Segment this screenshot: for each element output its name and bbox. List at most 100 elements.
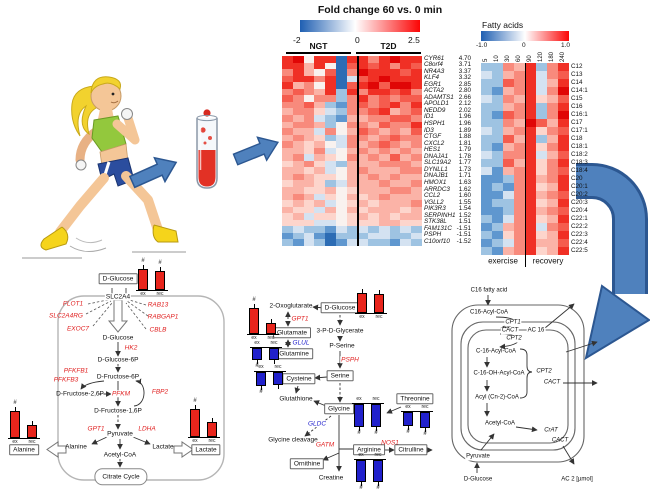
heatmap-cell xyxy=(411,141,423,149)
heatmap-cell xyxy=(411,101,423,109)
significance-hash: # xyxy=(359,485,363,491)
heatmap-cell xyxy=(411,108,423,116)
heatmap-cell xyxy=(514,87,526,96)
gene-hk2: HK2 xyxy=(123,344,139,352)
chart-bar-label: rec xyxy=(274,364,282,370)
heatmap-cell xyxy=(303,206,315,214)
heatmap-cell xyxy=(357,232,369,240)
heatmap-cell xyxy=(558,199,570,208)
heatmap-cell xyxy=(314,95,326,103)
heatmap-cell xyxy=(558,231,570,240)
gene-label-row: HES1 1.79 xyxy=(424,146,471,153)
heatmap-cell xyxy=(303,82,315,90)
heatmap-cell xyxy=(400,82,412,90)
chart-bar-label: rec xyxy=(372,396,380,402)
heatmap-cell xyxy=(411,180,423,188)
chart-oxoglutarate: ex # rec xyxy=(247,296,279,342)
heatmap-cell xyxy=(346,82,358,90)
chart-baseline xyxy=(401,411,433,412)
heatmap-cell xyxy=(481,167,493,176)
heatmap-cell xyxy=(378,141,391,149)
heatmap-cell xyxy=(368,154,380,162)
chart-error-bar xyxy=(257,360,258,364)
heatmap-cell xyxy=(335,219,347,227)
chart-bar-label: rec xyxy=(270,340,278,346)
heatmap-cell xyxy=(303,180,315,188)
chart-error-bar xyxy=(15,407,16,411)
heatmap-cell xyxy=(368,101,380,109)
gene-pfkfb1: PFKFB1 xyxy=(63,367,89,375)
heatmap-cell xyxy=(378,232,391,240)
heatmap-cell xyxy=(335,101,347,109)
gene-flot1: FLOT1 xyxy=(62,300,84,308)
heatmap-cell xyxy=(389,88,401,96)
chart-bar xyxy=(374,294,384,313)
heatmap-cell xyxy=(389,206,401,214)
heatmap-cell xyxy=(325,141,337,149)
heatmap-cell xyxy=(325,62,337,70)
heatmap-cell xyxy=(325,232,337,240)
heatmap-cell xyxy=(389,141,401,149)
heatmap-cell xyxy=(346,62,358,70)
heatmap-cell xyxy=(558,183,570,192)
heatmap-cell xyxy=(400,95,412,103)
heatmap-cell xyxy=(335,180,347,188)
gene-glul: GLUL xyxy=(291,339,311,347)
gene-gpt1-left: GPT1 xyxy=(87,425,105,433)
glucose-uptake-arrow xyxy=(107,299,129,333)
heatmap-cell xyxy=(400,101,412,109)
heatmap-cell xyxy=(314,128,326,135)
heatmap-cell xyxy=(368,239,380,247)
heatmap-cell xyxy=(503,111,515,120)
heatmap-cell xyxy=(357,160,369,168)
heatmap-cell xyxy=(378,108,391,116)
chart-lactate: ex # rec xyxy=(188,396,220,445)
heatmap-cell xyxy=(492,231,504,240)
chart-bar xyxy=(27,425,37,438)
heatmap-cell xyxy=(525,215,537,224)
heatmap-cell xyxy=(481,151,493,160)
heatmap-cell xyxy=(314,187,326,194)
heatmap-cell xyxy=(389,114,401,122)
heatmap-cell xyxy=(547,175,559,184)
heatmap-cell xyxy=(357,167,369,175)
chart-error-bar xyxy=(32,421,33,425)
heatmap-cell xyxy=(357,101,369,109)
gene-pfkm: PFKM xyxy=(110,390,132,398)
heatmap-cell xyxy=(503,223,515,232)
heatmap-cell xyxy=(400,141,412,149)
gene-label-row: NR4A3 3.37 xyxy=(424,68,471,75)
gene-fold-change: 3.71 xyxy=(458,61,471,69)
chart-error-bar xyxy=(274,360,275,364)
heatmap-cell xyxy=(346,114,358,122)
heatmap-cell xyxy=(314,114,326,122)
heatmap-cell xyxy=(292,134,304,142)
heatmap-cell xyxy=(492,167,504,176)
heatmap-cell xyxy=(346,193,358,201)
heatmap-cell xyxy=(357,239,369,247)
runner-front-fist xyxy=(121,108,133,120)
node-fructose-16p: D-Fructose-1,6P xyxy=(94,407,142,415)
heatmap-cell xyxy=(368,128,380,135)
heatmap-cell xyxy=(314,180,326,188)
chart-bar xyxy=(357,293,367,313)
heatmap-cell xyxy=(357,206,369,214)
heatmap-cell xyxy=(536,183,548,192)
heatmap-cell xyxy=(378,173,391,181)
heatmap-cell xyxy=(314,101,326,109)
chart-bar xyxy=(207,422,217,437)
fatty-acid-label: C17:1 xyxy=(571,126,588,134)
gene-rab13: RAB13 xyxy=(147,301,169,309)
chart-lactate-box-label: Lactate xyxy=(191,444,221,456)
heatmap-cell xyxy=(503,143,515,152)
heatmap-cell xyxy=(536,95,548,104)
heatmap-cell xyxy=(389,213,401,221)
node-3pg: 3-P-D-Glycerate xyxy=(316,327,364,335)
heatmap-cell xyxy=(400,128,412,135)
chart-bar xyxy=(356,460,366,482)
gene-symbol: FAM131C xyxy=(424,224,452,232)
heatmap-cell xyxy=(325,213,337,221)
gene-symbol: C8orf4 xyxy=(424,61,443,69)
heatmap-cell xyxy=(378,88,391,96)
chart-error-bar xyxy=(361,482,362,486)
